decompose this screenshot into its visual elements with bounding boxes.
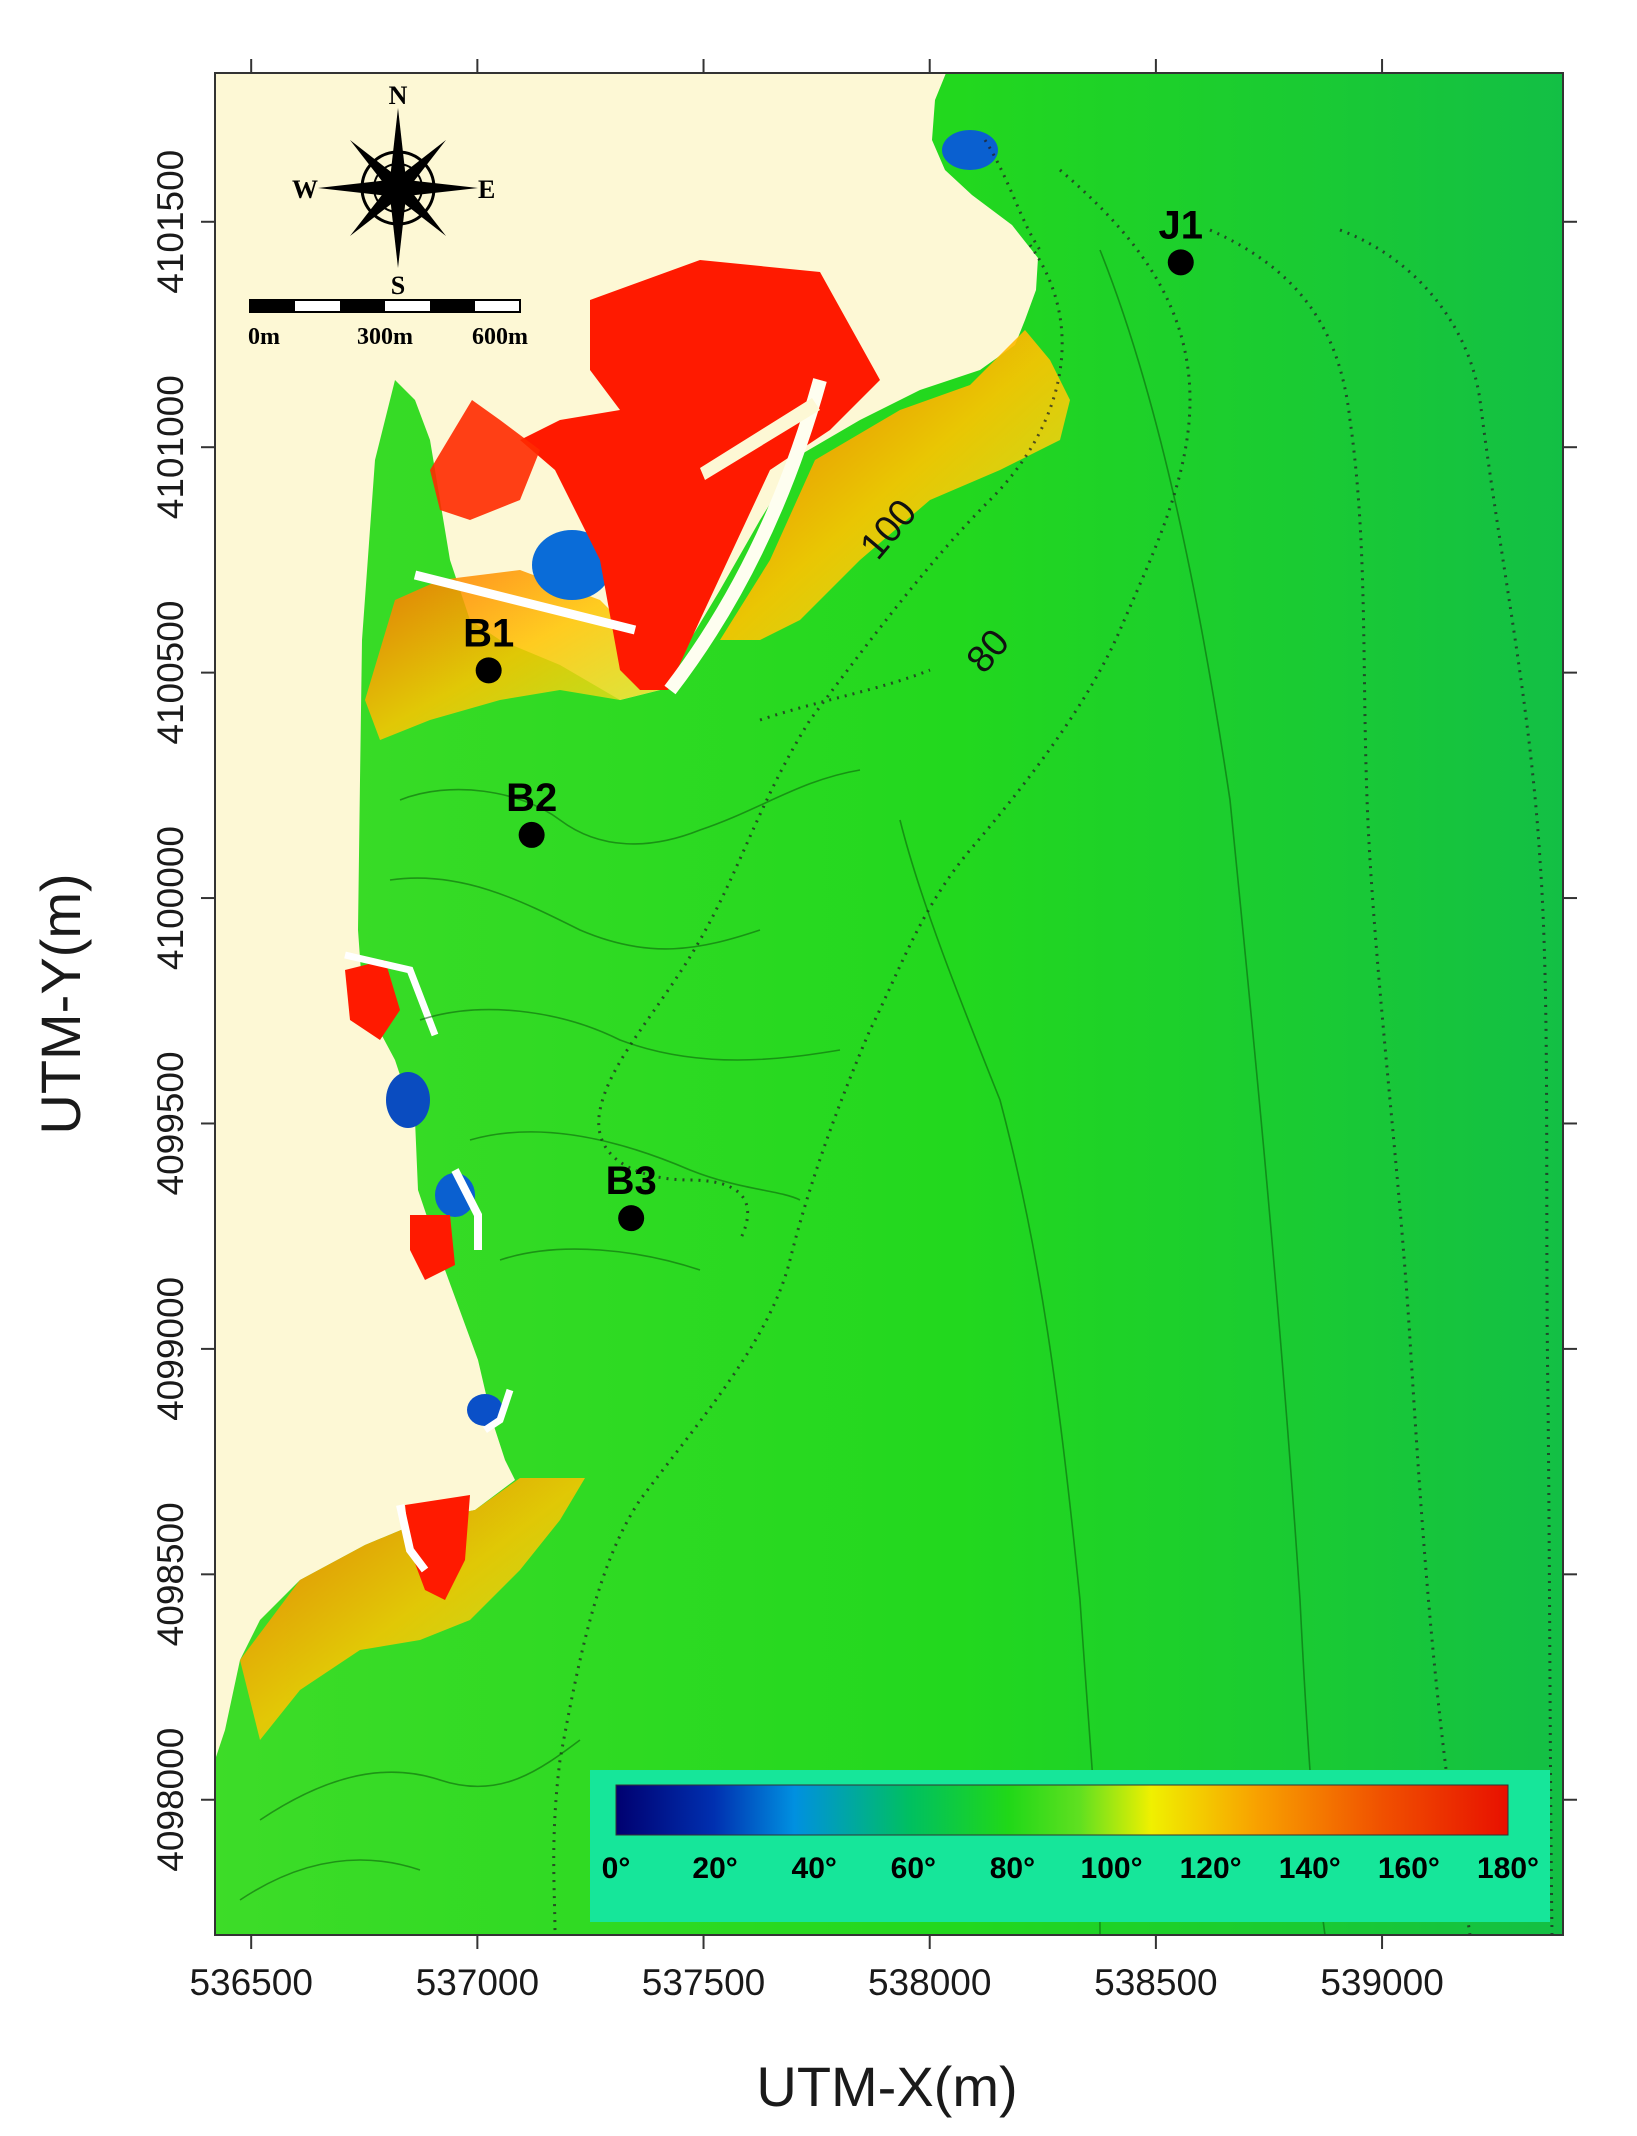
red-zone-west: [430, 400, 540, 520]
land-area: [215, 73, 1038, 1760]
y-axis: 4098000 4098500 4099000 4099500 4100000 41005…: [150, 150, 1577, 1872]
breakwater-south: [396, 1504, 429, 1573]
color-legend: 0° 20° 40° 60° 80° 100° 120° 140° 160° 180°: [590, 1770, 1550, 1922]
red-zone-mid-2: [410, 1215, 455, 1280]
legend-label: 160°: [1378, 1852, 1440, 1885]
station-point-b1: [475, 657, 502, 684]
x-axis-title: UTM-X(m): [756, 2055, 1017, 2118]
compass-north-label: N: [389, 81, 408, 110]
blue-patch-4: [467, 1394, 503, 1426]
x-tick-label: 538500: [1094, 1962, 1217, 2003]
x-tick-label: 536500: [189, 1962, 312, 2003]
station-label-b3: B3: [606, 1159, 657, 1203]
y-tick-label: 4100000: [150, 826, 191, 970]
y-tick-label: 4098500: [150, 1502, 191, 1646]
y-tick-label: 4100500: [150, 601, 191, 745]
legend-label: 60°: [891, 1852, 936, 1885]
breakwater-mid: [344, 951, 439, 1037]
contour-lines: [552, 139, 1554, 1935]
legend-label: 180°: [1477, 1852, 1539, 1885]
breakwater-b1: [413, 570, 637, 635]
station-point-j1: [1167, 249, 1194, 276]
legend-label: 140°: [1279, 1852, 1341, 1885]
blue-patch-2: [386, 1072, 430, 1128]
breakwater-mid-2: [451, 1168, 482, 1250]
y-tick-label: 4099000: [150, 1277, 191, 1421]
station-point-b2: [518, 821, 545, 848]
x-axis: 536500 537000 537500 538000 538500 539000: [189, 59, 1444, 2003]
blue-patch-5: [942, 130, 998, 170]
scale-label-300: 300m: [357, 324, 413, 350]
x-tick-label: 537000: [416, 1962, 539, 2003]
legend-label: 0°: [602, 1852, 631, 1885]
y-axis-title: UTM-Y(m): [29, 873, 92, 1134]
x-tick-label: 538000: [868, 1962, 991, 2003]
station-point-b3: [618, 1205, 645, 1232]
station-label-j1: J1: [1159, 203, 1204, 247]
scale-bar: 0m 300m 600m: [248, 299, 528, 350]
compass-east-label: E: [478, 175, 495, 204]
station-label-b2: B2: [506, 776, 557, 820]
station-label-b1: B1: [463, 611, 514, 655]
y-tick-label: 4101500: [150, 150, 191, 294]
warm-zone-south: [240, 1478, 585, 1740]
harbor-basin: [520, 260, 880, 690]
red-zone-mid-1: [345, 960, 400, 1040]
legend-label: 80°: [990, 1852, 1035, 1885]
plot-frame: [214, 72, 1564, 1936]
legend-label: 20°: [692, 1852, 737, 1885]
y-tick-label: 4101000: [150, 375, 191, 519]
compass-west-label: W: [292, 175, 318, 204]
y-tick-label: 4098000: [150, 1728, 191, 1872]
breakwater-harbor-arc: [664, 378, 827, 695]
y-tick-label: 4099500: [150, 1051, 191, 1195]
blue-patch-1: [532, 530, 612, 600]
breakwater-south-2: [483, 1388, 514, 1433]
scale-label-600: 600m: [472, 324, 528, 350]
legend-label: 120°: [1180, 1852, 1242, 1885]
station-markers: B1 B2 B3 J1: [463, 203, 1204, 1232]
red-zone-south: [405, 1495, 470, 1600]
legend-label: 40°: [792, 1852, 837, 1885]
x-tick-label: 539000: [1320, 1962, 1443, 2003]
compass-rose: N S E W: [292, 81, 495, 300]
warm-zone-east: [720, 330, 1070, 640]
legend-colorbar: [615, 1784, 1509, 1836]
scale-label-0: 0m: [248, 324, 280, 350]
warm-zone-north: [365, 570, 660, 740]
breakwater-harbor-jetty: [700, 398, 820, 480]
legend-label: 100°: [1081, 1852, 1143, 1885]
x-tick-label: 537500: [642, 1962, 765, 2003]
compass-south-label: S: [391, 271, 405, 300]
